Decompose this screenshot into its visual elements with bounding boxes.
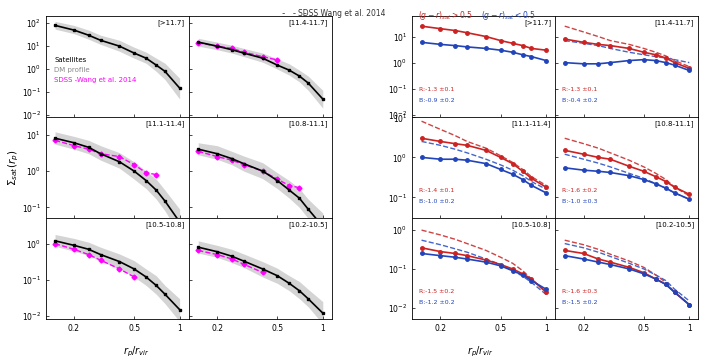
- Text: R:-1.3 ±0.1: R:-1.3 ±0.1: [419, 87, 455, 92]
- Text: [11.4-11.7]: [11.4-11.7]: [655, 19, 694, 26]
- Text: [11.1-11.4]: [11.1-11.4]: [512, 120, 551, 127]
- Text: B:-1.2 ±0.2: B:-1.2 ±0.2: [419, 300, 455, 305]
- Text: [10.2-10.5]: [10.2-10.5]: [655, 221, 694, 228]
- Text: $\Sigma_{sat}(r_p)$: $\Sigma_{sat}(r_p)$: [7, 150, 22, 186]
- Text: $r_p/r_{vir}$: $r_p/r_{vir}$: [124, 344, 150, 358]
- Text: B:-1.5 ±0.2: B:-1.5 ±0.2: [562, 300, 598, 305]
- Text: [>11.7]: [>11.7]: [524, 19, 551, 26]
- Text: [10.5-10.8]: [10.5-10.8]: [512, 221, 551, 228]
- Text: $r_p/r_{vir}$: $r_p/r_{vir}$: [468, 344, 494, 358]
- Text: [10.8-11.1]: [10.8-11.1]: [655, 120, 694, 127]
- Text: R:-1.6 ±0.2: R:-1.6 ±0.2: [562, 188, 597, 193]
- Text: [10.5-10.8]: [10.5-10.8]: [145, 221, 185, 228]
- Text: [10.8-11.1]: [10.8-11.1]: [289, 120, 328, 127]
- Text: - - -: - - -: [281, 9, 307, 18]
- Text: R:-1.3 ±0.1: R:-1.3 ±0.1: [562, 87, 597, 92]
- Text: [11.1-11.4]: [11.1-11.4]: [145, 120, 185, 127]
- Text: Satellites: Satellites: [54, 57, 86, 63]
- Text: SDSS Wang et al. 2014: SDSS Wang et al. 2014: [298, 9, 386, 18]
- Text: $(g-r)_{sat}>0.5$: $(g-r)_{sat}>0.5$: [418, 9, 472, 22]
- Text: R:-1.5 ±0.2: R:-1.5 ±0.2: [419, 289, 455, 294]
- Text: B:-0.9 ±0.2: B:-0.9 ±0.2: [419, 98, 455, 103]
- Text: SDSS -Wang et al. 2014: SDSS -Wang et al. 2014: [54, 77, 137, 83]
- Text: [11.4-11.7]: [11.4-11.7]: [289, 19, 328, 26]
- Text: R:-1.4 ±0.1: R:-1.4 ±0.1: [419, 188, 455, 193]
- Text: DM profile: DM profile: [54, 67, 90, 73]
- Text: R:-1.6 ±0.3: R:-1.6 ±0.3: [562, 289, 597, 294]
- Text: B:-1.0 ±0.2: B:-1.0 ±0.2: [419, 199, 455, 204]
- Text: [10.2-10.5]: [10.2-10.5]: [289, 221, 328, 228]
- Text: B:-1.0 ±0.3: B:-1.0 ±0.3: [562, 199, 598, 204]
- Text: [>11.7]: [>11.7]: [157, 19, 185, 26]
- Text: $(g-r)_{sat}<0.5$: $(g-r)_{sat}<0.5$: [481, 9, 536, 22]
- Text: B:-0.4 ±0.2: B:-0.4 ±0.2: [562, 98, 598, 103]
